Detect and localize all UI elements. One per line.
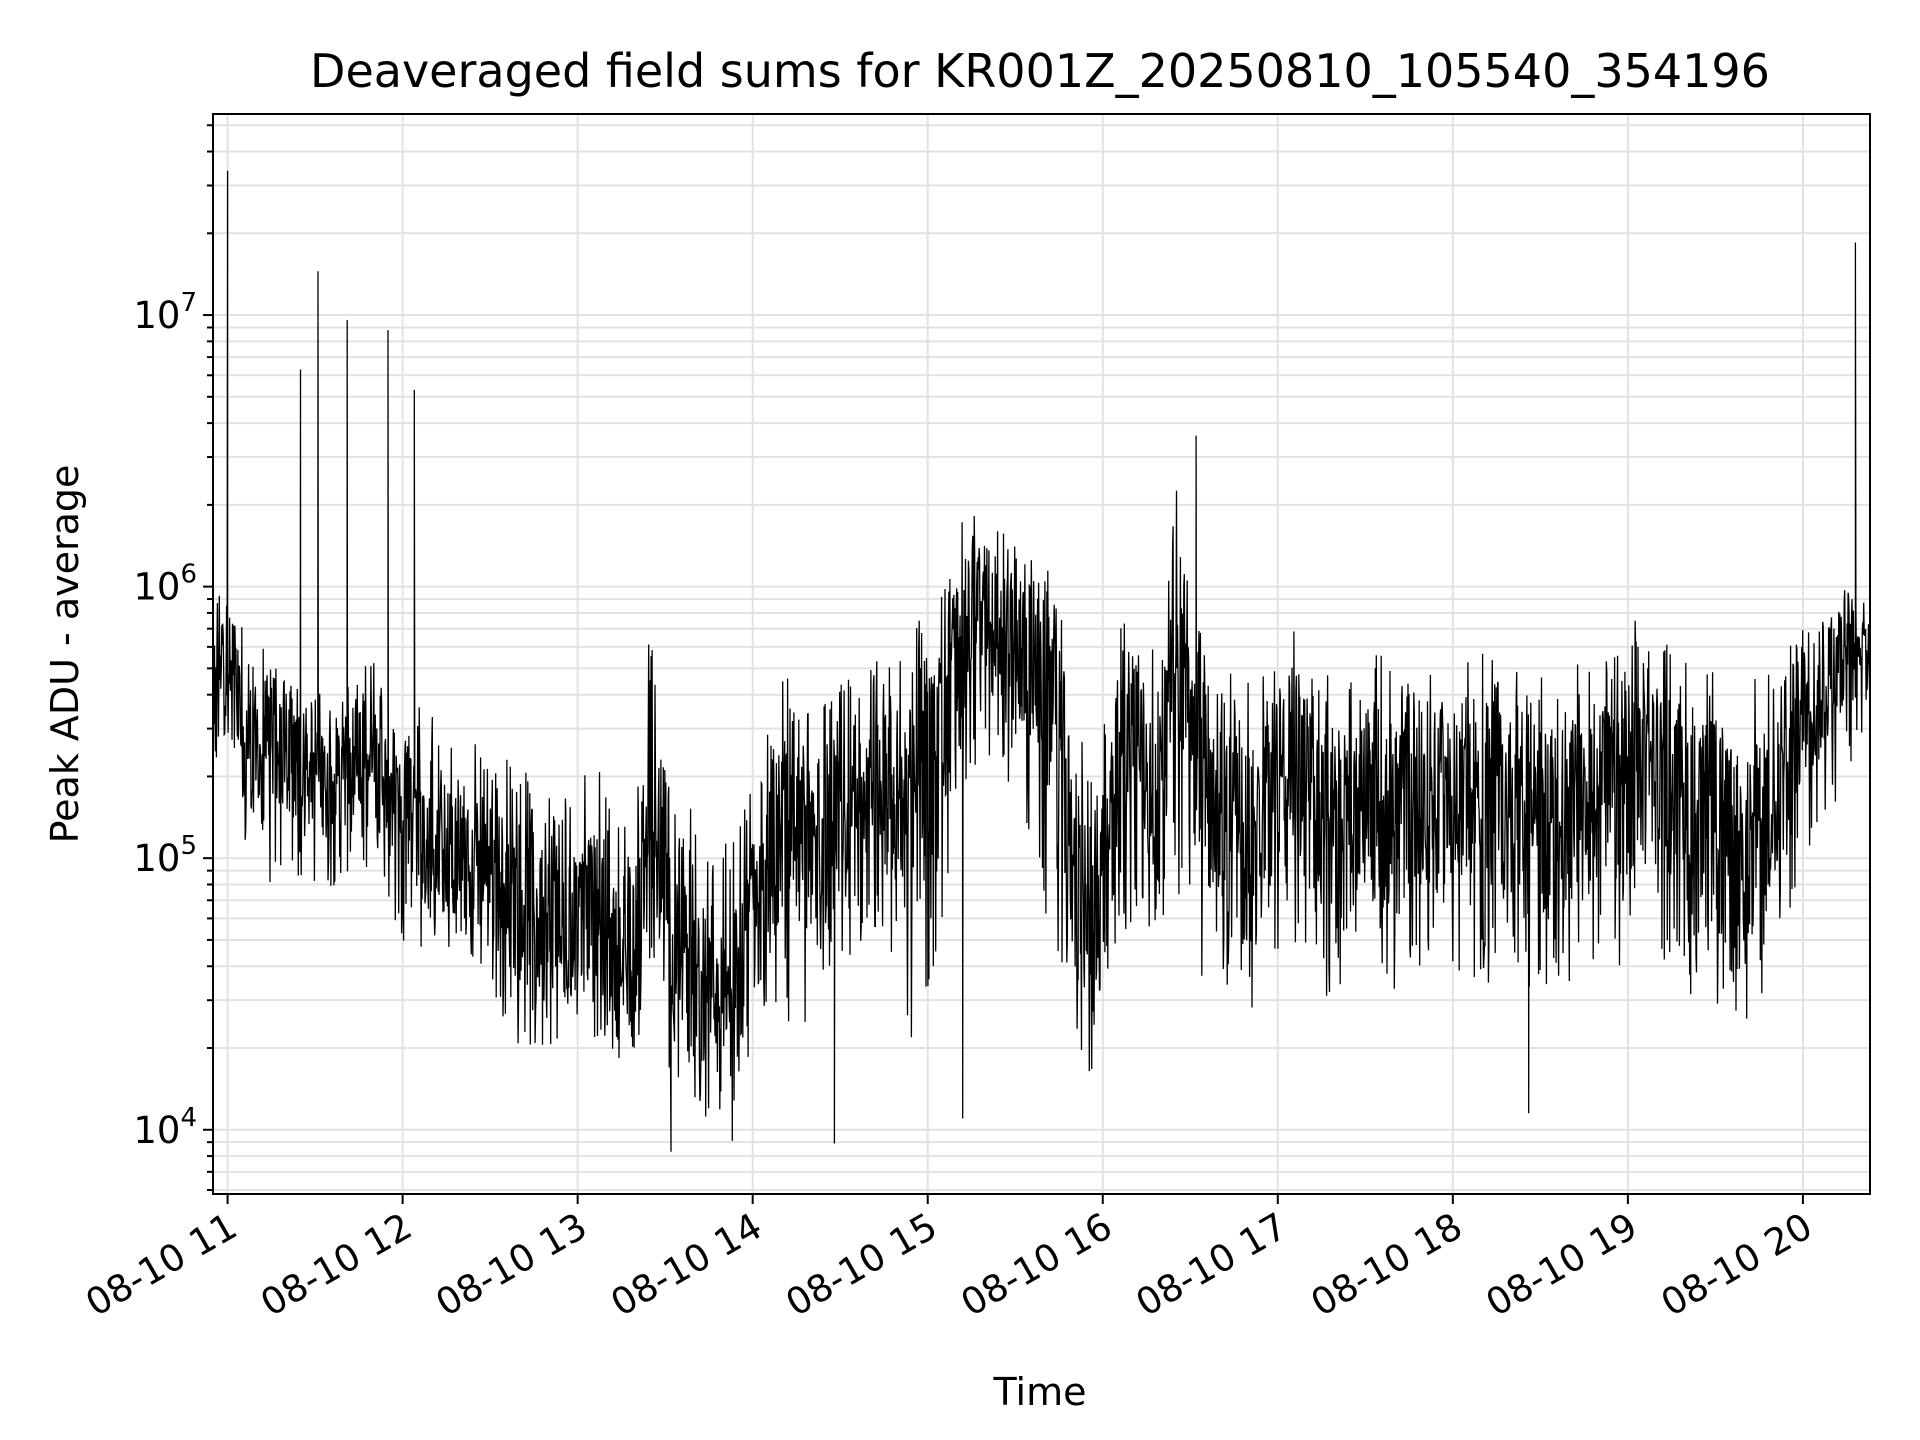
- y-tick-label: 106: [133, 560, 197, 609]
- series-line: [212, 170, 1871, 1152]
- y-tick-label: 105: [133, 831, 197, 880]
- x-axis-label: Time: [993, 1370, 1087, 1414]
- plot-frame: [212, 113, 1871, 1195]
- y-tick-label: 104: [133, 1103, 197, 1152]
- y-tick-label: 107: [133, 288, 197, 337]
- y-axis-label: Peak ADU - average: [43, 465, 87, 844]
- y-axis-ticks: 104 105 106 107: [133, 124, 213, 1192]
- data-series: [212, 170, 1871, 1152]
- chart-title: Deaveraged field sums for KR001Z_2025081…: [310, 44, 1770, 98]
